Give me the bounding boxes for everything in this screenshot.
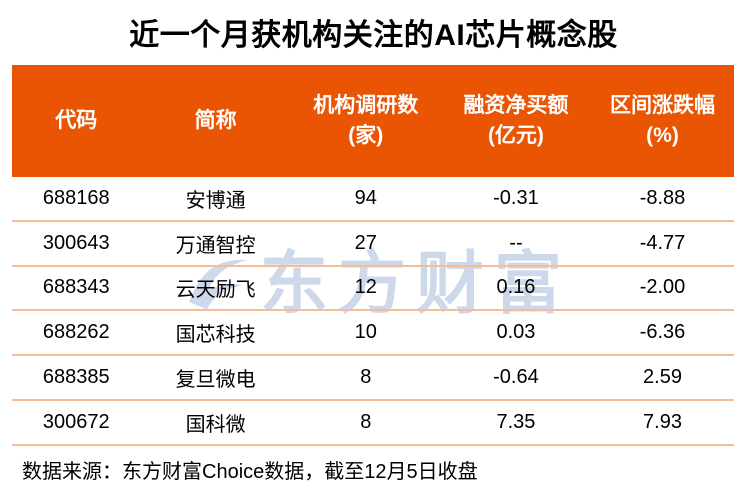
table-cell: 国芯科技 bbox=[175, 324, 256, 347]
table-row: 300672 国科微 8 7.35 7.93 bbox=[12, 401, 734, 446]
table-cell: 云天励飞 bbox=[175, 279, 256, 302]
table-cell: 688385 bbox=[42, 366, 110, 389]
column-header-label: 机构调研数 bbox=[313, 93, 419, 117]
table-header-row: 代码 简称 机构调研数 (家) 融资净买额 (亿元) 区间涨跌幅 (%) bbox=[12, 65, 734, 177]
table-cell: -8.88 bbox=[639, 186, 686, 209]
table-cell: -0.64 bbox=[493, 366, 539, 389]
table-cell: 10 bbox=[354, 321, 377, 344]
table-row: 688343 云天励飞 12 0.16 -2.00 bbox=[12, 267, 734, 312]
column-header: 简称 bbox=[141, 106, 291, 136]
table-row: 688385 复旦微电 8 -0.64 2.59 bbox=[12, 356, 734, 401]
column-header-label: 区间涨跌幅 bbox=[610, 93, 715, 117]
table-row: 300643 万通智控 27 -- -4.77 bbox=[12, 222, 734, 267]
table-row: 688168 安博通 94 -0.31 -8.88 bbox=[12, 177, 734, 222]
table-cell: -6.36 bbox=[639, 321, 686, 344]
table-cell: 94 bbox=[354, 186, 377, 209]
table-cell: 8 bbox=[360, 410, 372, 433]
column-header-unit: (家) bbox=[348, 124, 384, 147]
column-header-unit: (亿元) bbox=[487, 124, 544, 147]
table-cell: 7.35 bbox=[496, 410, 536, 433]
table-cell: -2.00 bbox=[639, 276, 686, 299]
column-header: 代码 bbox=[12, 106, 141, 136]
table-cell: 688168 bbox=[42, 186, 110, 209]
table-cell: 8 bbox=[360, 366, 372, 389]
column-header: 区间涨跌幅 (%) bbox=[591, 91, 734, 152]
table-cell: 0.03 bbox=[496, 321, 536, 344]
table-cell: 国科微 bbox=[185, 413, 246, 436]
table-cell: 688343 bbox=[42, 276, 110, 299]
column-header: 机构调研数 (家) bbox=[291, 91, 441, 152]
table-cell: 12 bbox=[354, 276, 377, 299]
table-cell: 27 bbox=[354, 231, 377, 254]
table-cell: 300643 bbox=[42, 231, 110, 254]
stock-table: 代码 简称 机构调研数 (家) 融资净买额 (亿元) 区间涨跌幅 (%) 688168 安博通 9… bbox=[12, 65, 734, 446]
table-cell: 300672 bbox=[42, 410, 110, 433]
table-cell: -- bbox=[509, 231, 523, 254]
column-header-label: 简称 bbox=[194, 108, 237, 132]
table-cell: 0.16 bbox=[496, 276, 536, 299]
data-source-note: 数据来源：东方财富Choice数据，截至12月5日收盘 bbox=[22, 461, 478, 483]
column-header-label: 融资净买额 bbox=[463, 93, 569, 117]
table-cell: 安博通 bbox=[185, 189, 246, 212]
table-cell: 2.59 bbox=[643, 366, 682, 389]
table-cell: 万通智控 bbox=[175, 234, 256, 257]
page-title: 近一个月获机构关注的AI芯片概念股 bbox=[129, 19, 618, 52]
table-body: 688168 安博通 94 -0.31 -8.88 300643 万通智控 27 -- -4.77… bbox=[12, 177, 734, 446]
table-cell: 复旦微电 bbox=[175, 369, 256, 392]
table-cell: 688262 bbox=[42, 321, 110, 344]
table-cell: 7.93 bbox=[643, 410, 682, 433]
table-cell: -4.77 bbox=[639, 231, 686, 254]
column-header-label: 代码 bbox=[55, 108, 98, 132]
column-header-unit: (%) bbox=[646, 124, 679, 147]
column-header: 融资净买额 (亿元) bbox=[441, 91, 591, 152]
table-cell: -0.31 bbox=[493, 186, 539, 209]
table-row: 688262 国芯科技 10 0.03 -6.36 bbox=[12, 311, 734, 357]
